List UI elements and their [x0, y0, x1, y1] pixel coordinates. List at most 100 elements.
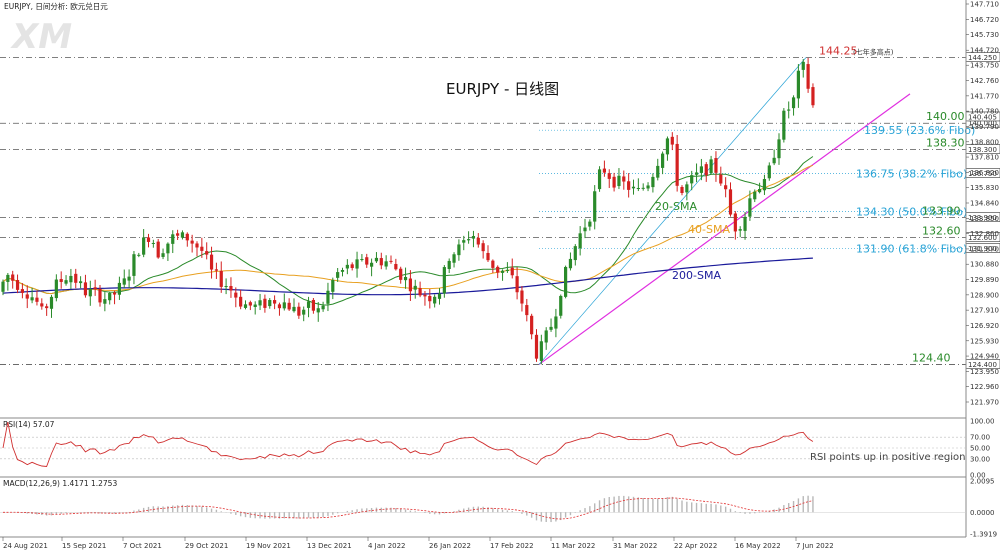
- time-tick-label: 7 Jun 2022: [796, 542, 834, 550]
- price-tick-label: 124.940: [970, 353, 999, 361]
- candle-body: [486, 252, 490, 261]
- price-tick-label: 127.910: [970, 307, 999, 315]
- candle-body: [515, 276, 519, 293]
- candle-body: [607, 173, 611, 179]
- candle-body: [762, 179, 767, 191]
- price-tick-label: 139.790: [970, 123, 999, 131]
- candle-body: [694, 172, 699, 175]
- candle-body: [185, 233, 189, 241]
- price-tick-label: 126.920: [970, 322, 999, 330]
- candle-body: [758, 189, 762, 193]
- candle-body: [117, 282, 121, 295]
- candle-body: [365, 257, 369, 265]
- candle-body: [748, 198, 752, 217]
- time-tick-label: 29 Oct 2021: [185, 542, 228, 550]
- candle-body: [132, 254, 136, 276]
- candle-body: [142, 237, 146, 255]
- candle-body: [35, 297, 39, 302]
- candle-body: [64, 280, 68, 284]
- candle-body: [433, 296, 437, 304]
- macd-signal-path: [3, 497, 813, 520]
- candle-body: [447, 260, 451, 269]
- candle-body: [670, 136, 674, 145]
- candle-body: [525, 305, 529, 316]
- candle-body: [399, 268, 403, 280]
- candle-body: [457, 244, 461, 256]
- rsi-path: [2, 422, 814, 467]
- price-tick-label: 123.950: [970, 368, 999, 376]
- time-tick-label: 24 Aug 2021: [3, 542, 48, 550]
- sma200-line: [2, 257, 813, 296]
- candle-body: [234, 292, 238, 298]
- candle-body: [93, 287, 97, 290]
- candle-body: [491, 260, 495, 268]
- candle-body: [801, 61, 805, 70]
- candle-body: [49, 296, 54, 309]
- candles: [1, 57, 815, 365]
- sma40-line: [2, 164, 814, 295]
- candle-body: [205, 251, 209, 255]
- candle-body: [326, 290, 330, 304]
- candle-body: [54, 279, 58, 299]
- candle-body: [767, 165, 771, 179]
- candle-body: [340, 269, 345, 272]
- candle-body: [321, 305, 325, 310]
- candle-body: [302, 309, 306, 315]
- rsi-tick-label: 30.00: [970, 455, 990, 463]
- candle-body: [462, 240, 466, 243]
- macd-header: MACD(12,26,9) 1.4171 1.2753: [3, 479, 117, 488]
- level-label: 132.60: [922, 225, 961, 238]
- candle-body: [413, 285, 417, 290]
- time-tick-label: 7 Oct 2021: [123, 542, 162, 550]
- candle-body: [471, 236, 476, 239]
- candle-body: [719, 174, 723, 184]
- rsi-tick-label: 100.00: [970, 418, 995, 426]
- candle-body: [214, 269, 218, 271]
- time-tick-label: 4 Jan 2022: [368, 542, 406, 550]
- candle-body: [350, 264, 354, 269]
- price-tick-label: 134.840: [970, 200, 999, 208]
- rsi-grid: 100.00 70.00 50.00 30.00 0.00: [0, 418, 995, 480]
- candle-body: [428, 295, 432, 302]
- level-price-box-label: 132.600: [968, 234, 997, 242]
- candle-body: [316, 308, 320, 313]
- candle-body: [345, 264, 349, 269]
- time-tick-label: 19 Nov 2021: [246, 542, 291, 550]
- candle-body: [6, 274, 10, 282]
- candle-body: [559, 295, 563, 316]
- candle-body: [656, 165, 660, 178]
- candle-body: [40, 303, 44, 307]
- price-tick-label: 147.710: [970, 1, 999, 9]
- price-tick-label: 132.860: [970, 230, 999, 238]
- candle-body: [617, 175, 621, 187]
- candle-body: [1, 281, 5, 292]
- level-label: 144.25: [819, 44, 858, 57]
- candle-body: [74, 273, 78, 283]
- time-tick-label: 13 Dec 2021: [307, 542, 352, 550]
- fibo-range-line: [538, 57, 807, 365]
- candle-body: [534, 334, 539, 359]
- candle-body: [161, 253, 165, 257]
- candle-body: [112, 292, 117, 295]
- candle-body: [544, 330, 548, 343]
- ma-labels: 20-SMA 40-SMA 200-SMA: [655, 200, 730, 282]
- candle-body: [370, 262, 374, 267]
- last-price-label: 140.405: [968, 113, 997, 121]
- level-price-box-label: 136.750: [968, 170, 997, 178]
- candle-body: [336, 272, 340, 278]
- candle-body: [287, 302, 291, 310]
- rsi-tick-label: 50.00: [970, 445, 990, 453]
- price-tick-label: 135.830: [970, 184, 999, 192]
- candle-body: [505, 269, 509, 272]
- candle-body: [355, 259, 359, 269]
- level-label: 124.40: [912, 351, 951, 364]
- candle-body: [593, 191, 597, 222]
- candle-body: [25, 294, 29, 299]
- candle-body: [564, 266, 568, 297]
- candle-body: [108, 292, 112, 301]
- trendlines: [538, 57, 911, 365]
- level-label: 140.00: [926, 110, 965, 123]
- xm-logo: XM: [10, 17, 72, 57]
- level-label: 139.55 (23.6% Fibo): [864, 124, 975, 137]
